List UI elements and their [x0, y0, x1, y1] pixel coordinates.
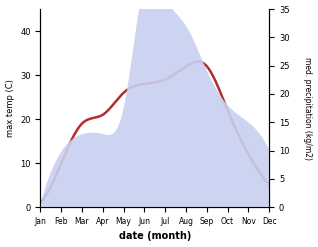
X-axis label: date (month): date (month) — [119, 231, 191, 242]
Y-axis label: med. precipitation (kg/m2): med. precipitation (kg/m2) — [303, 57, 313, 160]
Y-axis label: max temp (C): max temp (C) — [5, 79, 15, 137]
